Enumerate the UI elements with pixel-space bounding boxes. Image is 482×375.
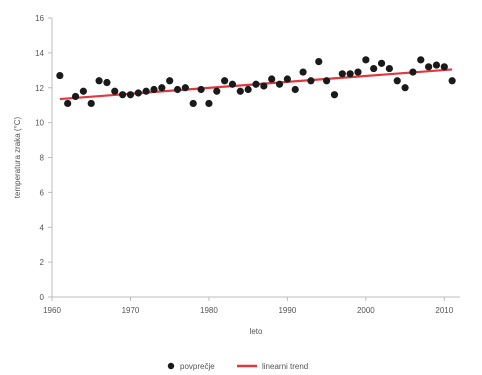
data-point: [197, 85, 205, 94]
data-point: [244, 85, 252, 94]
data-point: [189, 99, 197, 108]
data-point: [166, 77, 174, 85]
data-point: [448, 77, 456, 85]
data-point: [275, 80, 284, 88]
data-point: [393, 77, 401, 85]
data-point: [236, 87, 244, 95]
data-point: [181, 84, 189, 92]
x-tick-label: 1980: [200, 306, 218, 315]
data-point: [291, 85, 299, 94]
data-point: [409, 68, 417, 76]
data-point: [268, 75, 276, 83]
x-axis-ticks: 1960 1970 1980 1990 2000 2010: [43, 297, 454, 315]
data-point: [370, 64, 378, 73]
data-point: [87, 99, 95, 108]
data-point: [64, 99, 72, 108]
legend: povprečje linearni trend: [167, 362, 308, 371]
data-point: [432, 61, 441, 69]
x-tick-label: 2000: [357, 306, 375, 315]
x-tick-label: 1990: [278, 306, 296, 315]
y-tick-label: 16: [35, 14, 44, 23]
data-point: [354, 68, 362, 76]
data-point: [228, 80, 237, 88]
data-point: [95, 77, 103, 85]
data-point: [362, 56, 370, 64]
legend-label-trend: linearni trend: [262, 362, 308, 371]
data-point: [377, 59, 386, 67]
y-axis-ticks: 0 2 4 6 8 10 12 14 16: [35, 14, 52, 302]
x-tick-label: 2010: [435, 306, 453, 315]
data-point: [173, 85, 182, 94]
data-point: [330, 91, 339, 99]
data-point: [417, 56, 425, 64]
data-point: [323, 77, 331, 85]
data-point: [126, 91, 135, 99]
data-point: [338, 70, 346, 78]
data-point: [79, 87, 87, 95]
plot-area: 1960 1970 1980 1990 2000 2010 0 2 4 6 8 10 12 14 16: [35, 14, 460, 315]
data-point: [346, 70, 354, 78]
legend-marker-points: [167, 362, 175, 370]
y-tick-label: 6: [40, 188, 45, 197]
data-point: [221, 77, 229, 85]
data-point: [299, 68, 307, 76]
data-point: [401, 84, 409, 92]
x-axis-title: leto: [250, 327, 263, 336]
y-tick-label: 10: [35, 119, 44, 128]
points-series: [56, 56, 456, 108]
data-point: [385, 64, 393, 73]
data-point: [158, 84, 166, 92]
data-point: [315, 57, 323, 66]
y-axis-title: temperatura zraka (°C): [13, 116, 22, 198]
y-tick-label: 4: [40, 223, 45, 232]
y-tick-label: 12: [35, 84, 44, 93]
data-point: [425, 63, 433, 71]
data-point: [111, 87, 119, 95]
data-point: [260, 82, 268, 90]
y-tick-label: 0: [40, 293, 45, 302]
y-tick-label: 2: [40, 258, 45, 267]
data-point: [307, 77, 315, 85]
data-point: [142, 87, 150, 95]
data-point: [71, 92, 80, 101]
data-point: [103, 78, 111, 87]
y-tick-label: 14: [35, 49, 44, 58]
x-tick-label: 1970: [122, 306, 140, 315]
data-point: [134, 89, 142, 97]
data-point: [213, 87, 221, 95]
data-point: [252, 80, 260, 88]
data-point: [56, 71, 64, 80]
data-point: [440, 63, 448, 71]
data-point: [283, 75, 291, 83]
x-tick-label: 1960: [43, 306, 61, 315]
y-tick-label: 8: [40, 154, 45, 163]
data-point: [119, 91, 127, 99]
data-point: [205, 99, 213, 108]
legend-label-points: povprečje: [180, 362, 215, 371]
data-point: [150, 85, 158, 94]
